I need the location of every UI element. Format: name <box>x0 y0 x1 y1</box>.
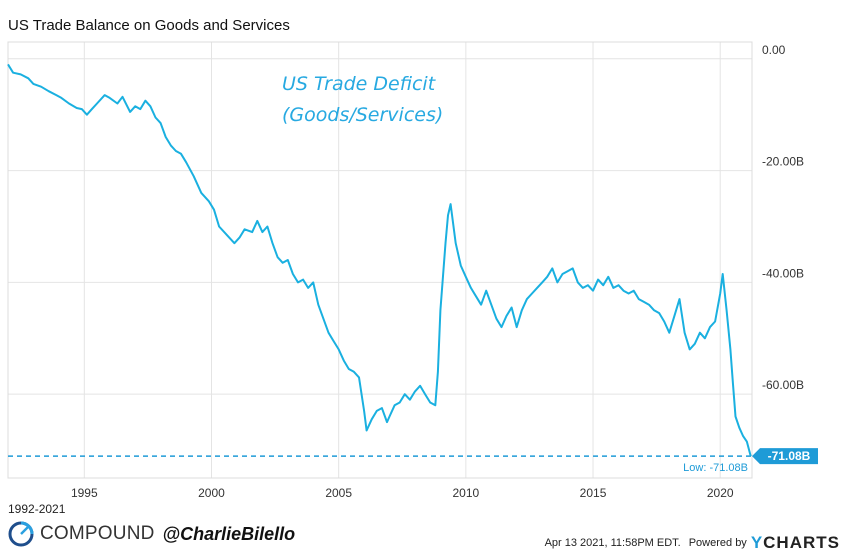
y-tick-label: -60.00B <box>762 378 804 392</box>
x-tick-label: 2015 <box>580 486 607 500</box>
annotation-line-1: US Trade Deficit <box>282 73 436 95</box>
low-value-badge <box>752 448 818 465</box>
y-tick-label: -40.00B <box>762 266 804 280</box>
low-value-badge-text: -71.08B <box>768 449 811 463</box>
series-line <box>7 63 752 457</box>
y-tick-label: -20.00B <box>762 155 804 169</box>
author-handle: @CharlieBilello <box>162 523 296 544</box>
x-tick-label: 1995 <box>71 486 98 500</box>
compound-logo-icon <box>8 521 34 547</box>
x-axis-ticks: 1995 2000 2005 2010 2015 2020 <box>71 486 734 500</box>
powered-by-label: Powered by <box>688 537 747 549</box>
brand-name: COMPOUND <box>40 523 155 544</box>
x-tick-label: 2010 <box>452 486 479 500</box>
ycharts-logo: YCHARTS <box>751 533 840 553</box>
ycharts-logo-y: Y <box>750 533 764 552</box>
low-line-group: Low: -71.08B -71.08B <box>8 448 818 474</box>
ycharts-logo-text: CHARTS <box>763 533 840 552</box>
grid-lines <box>8 42 752 478</box>
annotation-line-2: (Goods/Services) <box>282 104 444 126</box>
chart-title: US Trade Balance on Goods and Services <box>8 17 290 34</box>
x-tick-label: 2000 <box>198 486 225 500</box>
x-tick-label: 2005 <box>325 486 352 500</box>
low-value-label: Low: -71.08B <box>683 462 748 474</box>
footer-meta: Apr 13 2021, 11:58PM EDT. Powered by YCH… <box>545 533 840 553</box>
line-chart: Low: -71.08B -71.08B 1995 2000 2005 2010 2015… <box>7 41 818 500</box>
y-tick-label: 0.00 <box>762 43 786 57</box>
x-tick-label: 2020 <box>707 486 734 500</box>
plot-frame <box>7 41 753 479</box>
y-axis-ticks: 0.00 -20.00B -40.00B -60.00B <box>762 43 804 392</box>
brand-block: COMPOUND @CharlieBilello <box>8 521 295 547</box>
timestamp: Apr 13 2021, 11:58PM EDT. <box>544 537 681 549</box>
date-range-label: 1992-2021 <box>8 502 66 516</box>
